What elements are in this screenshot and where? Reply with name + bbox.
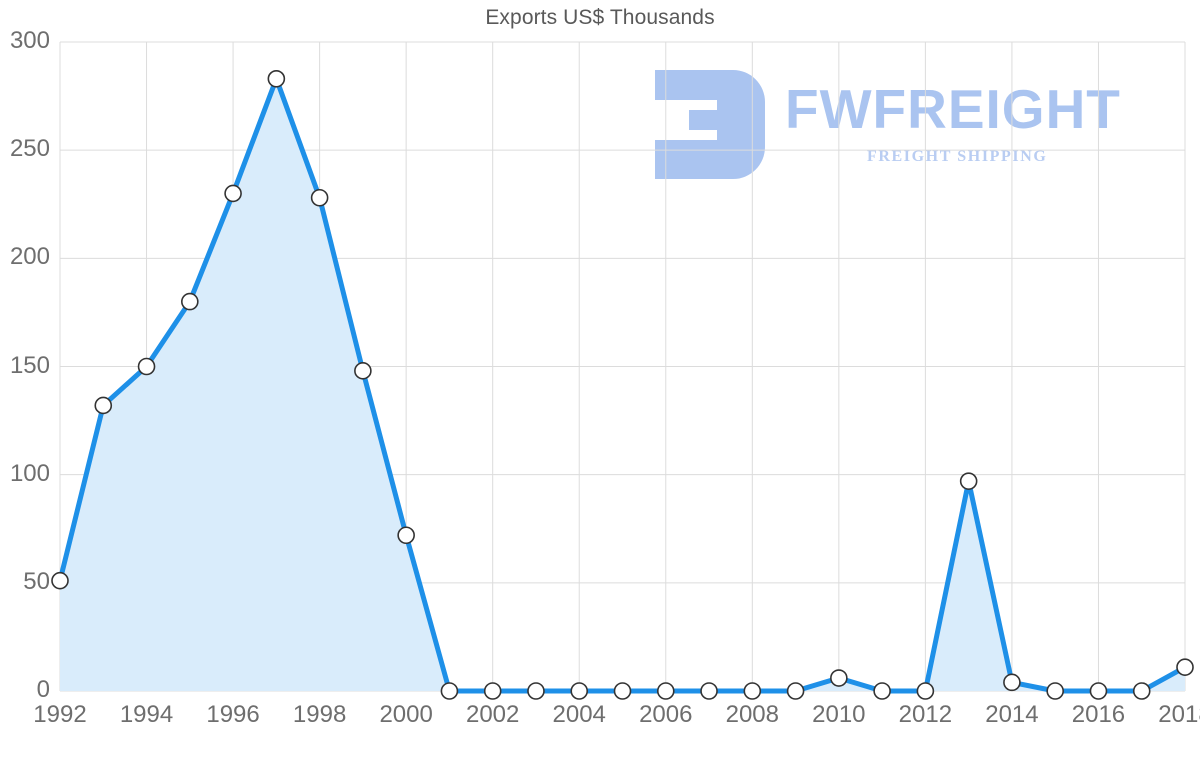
- data-point-marker[interactable]: [700, 682, 718, 700]
- data-point-marker[interactable]: [224, 184, 242, 203]
- data-point-marker[interactable]: [786, 682, 805, 700]
- x-axis-tick-label: 2012: [898, 701, 953, 728]
- data-point-marker[interactable]: [656, 682, 675, 700]
- data-point-marker[interactable]: [830, 669, 848, 687]
- data-point-marker[interactable]: [743, 682, 762, 700]
- data-point-marker[interactable]: [51, 571, 69, 590]
- data-point-marker[interactable]: [397, 526, 415, 545]
- data-point-marker[interactable]: [267, 69, 286, 88]
- data-point-marker[interactable]: [181, 292, 199, 311]
- data-point-marker[interactable]: [916, 682, 935, 700]
- data-point-marker[interactable]: [1132, 682, 1151, 700]
- y-axis-tick-label: 300: [9, 27, 50, 54]
- y-axis-tick-label: 150: [9, 351, 50, 379]
- data-point-marker[interactable]: [527, 682, 545, 700]
- data-point-marker[interactable]: [1003, 673, 1021, 692]
- data-point-marker[interactable]: [310, 188, 329, 207]
- x-axis-tick-label: 2016: [1071, 701, 1126, 728]
- area-fill: [60, 78, 1185, 691]
- x-axis-tick-label: 2006: [639, 701, 693, 728]
- x-axis-tick-label: 2004: [552, 701, 606, 728]
- x-axis-tick-label: 1998: [292, 701, 347, 728]
- x-axis-tick-label: 1994: [119, 701, 174, 728]
- data-point-marker[interactable]: [483, 682, 502, 700]
- x-axis-tick-label: 2008: [725, 701, 779, 728]
- y-axis-tick-label: 0: [36, 676, 50, 703]
- y-axis-tick-label: 100: [9, 459, 50, 487]
- x-axis-tick-label: 1992: [33, 701, 87, 728]
- data-point-marker[interactable]: [1176, 658, 1194, 677]
- data-point-marker[interactable]: [137, 357, 156, 376]
- data-point-marker[interactable]: [873, 682, 891, 700]
- data-point-marker[interactable]: [354, 362, 372, 380]
- x-axis-tick-label: 2018: [1158, 701, 1200, 728]
- x-axis-tick-label: 1996: [206, 701, 260, 728]
- data-point-marker[interactable]: [440, 682, 459, 700]
- x-axis-tick-label: 2002: [465, 701, 520, 728]
- data-point-marker[interactable]: [94, 396, 113, 415]
- data-point-markers: [51, 69, 1194, 700]
- x-axis-tick-label: 2014: [985, 701, 1039, 728]
- data-point-marker[interactable]: [613, 682, 632, 700]
- y-axis-tick-label: 50: [23, 567, 50, 595]
- data-point-marker[interactable]: [959, 472, 978, 490]
- y-axis-tick-label: 250: [9, 135, 50, 163]
- data-point-marker[interactable]: [1046, 682, 1064, 700]
- data-point-marker[interactable]: [570, 682, 589, 700]
- x-axis-tick-label: 2000: [379, 701, 433, 728]
- x-axis-tick-label: 2010: [812, 701, 866, 728]
- data-point-marker[interactable]: [1089, 682, 1108, 700]
- chart-title: Exports US$ Thousands: [485, 6, 715, 29]
- y-axis-tick-label: 200: [9, 243, 50, 271]
